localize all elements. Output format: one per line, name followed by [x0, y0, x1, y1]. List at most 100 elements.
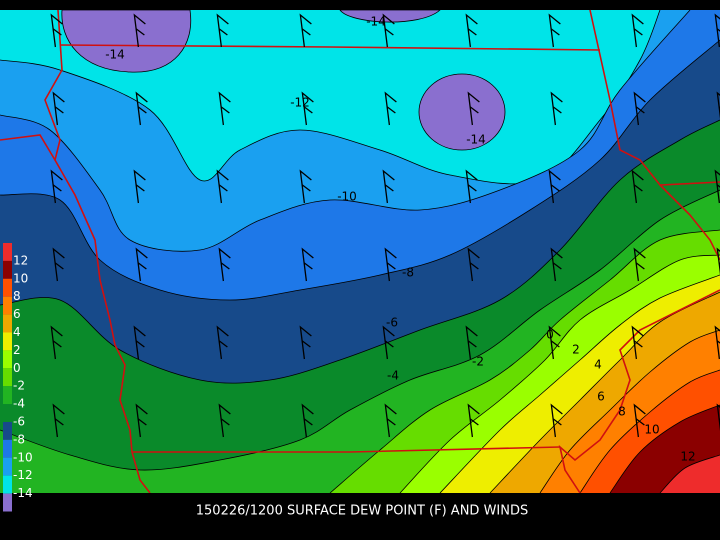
contour-line [609, 404, 720, 494]
contour-label: 4 [594, 358, 602, 372]
caption: 150226/1200 SURFACE DEW POINT (F) AND WI… [196, 504, 529, 519]
wind-barb [716, 91, 720, 120]
legend-label: -4 [13, 397, 25, 411]
wind-barb [135, 403, 148, 438]
wind-barb [465, 325, 478, 360]
wind-barbs [50, 13, 720, 438]
legend-label: 6 [13, 307, 21, 321]
wind-barb [50, 325, 63, 360]
wind-barb [550, 247, 563, 282]
wind-barb [301, 403, 314, 438]
legend-swatch [3, 368, 12, 387]
wind-barb [550, 91, 563, 126]
wind-barb [382, 13, 395, 48]
wind-barb [52, 91, 65, 126]
wind-barb [550, 403, 563, 438]
contour-line [0, 119, 720, 384]
contour-label: -8 [402, 266, 414, 280]
contour-label: 12 [680, 450, 695, 464]
wind-barb [631, 169, 644, 204]
legend-label: 8 [13, 289, 21, 303]
legend-label: 2 [13, 343, 21, 357]
caption-bar [0, 493, 720, 540]
wind-barb [218, 91, 231, 126]
contour-label: -14 [366, 15, 386, 29]
contour-label: -2 [472, 355, 484, 369]
border [0, 134, 56, 161]
legend-label: -8 [13, 432, 25, 446]
contour-label: 0 [546, 328, 554, 342]
wind-barb [716, 403, 720, 432]
legend-swatch [3, 475, 12, 494]
contour-label: -4 [387, 369, 399, 383]
border [659, 184, 720, 261]
legend-swatch [3, 350, 12, 369]
legend-label: 0 [13, 361, 21, 375]
wind-barb [133, 325, 146, 360]
region [660, 455, 720, 493]
color-legend: 12 10 8 6 4 2 0 -2 -4 -6 -8 -10 -12 -14 [3, 243, 33, 512]
wind-barb [384, 403, 397, 438]
contour-label: -10 [337, 190, 357, 204]
wind-barb [548, 169, 561, 204]
contour-label: -14 [105, 48, 125, 62]
wind-barb [467, 247, 480, 282]
contour-labels: -14 -14 -12 -14 -10 -8 -6 -4 -2 0 2 4 6 … [105, 15, 695, 464]
wind-barb [218, 247, 231, 282]
legend-swatch [3, 243, 12, 261]
wind-barb [218, 403, 231, 438]
legend-swatch [3, 314, 12, 333]
legend-swatch [3, 404, 12, 422]
contour-label: 2 [572, 343, 580, 357]
legend-label: -12 [13, 468, 33, 482]
wind-barb [299, 169, 312, 204]
legend-swatch [3, 422, 12, 440]
legend-swatch [3, 278, 12, 297]
legend-swatch [3, 457, 12, 476]
contour-line [0, 39, 720, 301]
border [59, 44, 601, 51]
wind-barb [135, 91, 148, 126]
wind-barb [216, 13, 229, 48]
state-borders [0, 9, 720, 494]
region [418, 73, 506, 151]
wind-barb [384, 91, 397, 126]
wind-barb [299, 13, 312, 48]
contour-line [579, 369, 720, 494]
wind-barb [633, 403, 646, 438]
wind-barb [714, 169, 720, 204]
wind-barb [382, 325, 395, 360]
legend-swatch [3, 493, 12, 512]
wind-barb [548, 13, 561, 48]
wind-barb [384, 247, 397, 282]
contour-label: 10 [644, 423, 659, 437]
contour-line [0, 9, 691, 252]
contour-line [399, 254, 720, 494]
wind-barb [301, 91, 314, 126]
contour-line [329, 229, 720, 494]
wind-barb [633, 91, 646, 126]
legend-label: -6 [13, 415, 25, 429]
contour-label: 8 [618, 405, 626, 419]
wind-barb [216, 169, 229, 204]
contour-line [659, 454, 720, 494]
wind-barb [633, 247, 646, 282]
border [132, 446, 561, 453]
wind-barb [135, 247, 148, 282]
map-fills [0, 9, 720, 494]
legend-label: -2 [13, 379, 25, 393]
border [44, 9, 151, 494]
contour-line [439, 274, 720, 494]
contour-label: -14 [466, 133, 486, 147]
wind-barb [467, 91, 480, 126]
wind-barb [631, 325, 644, 360]
wind-barb [301, 247, 314, 282]
legend-label: -10 [13, 450, 33, 464]
wind-barb [382, 169, 395, 204]
wind-barb [216, 325, 229, 360]
contour-line [0, 189, 720, 471]
legend-swatch [3, 296, 12, 315]
wind-barb [50, 13, 63, 48]
wind-barb [465, 13, 478, 48]
